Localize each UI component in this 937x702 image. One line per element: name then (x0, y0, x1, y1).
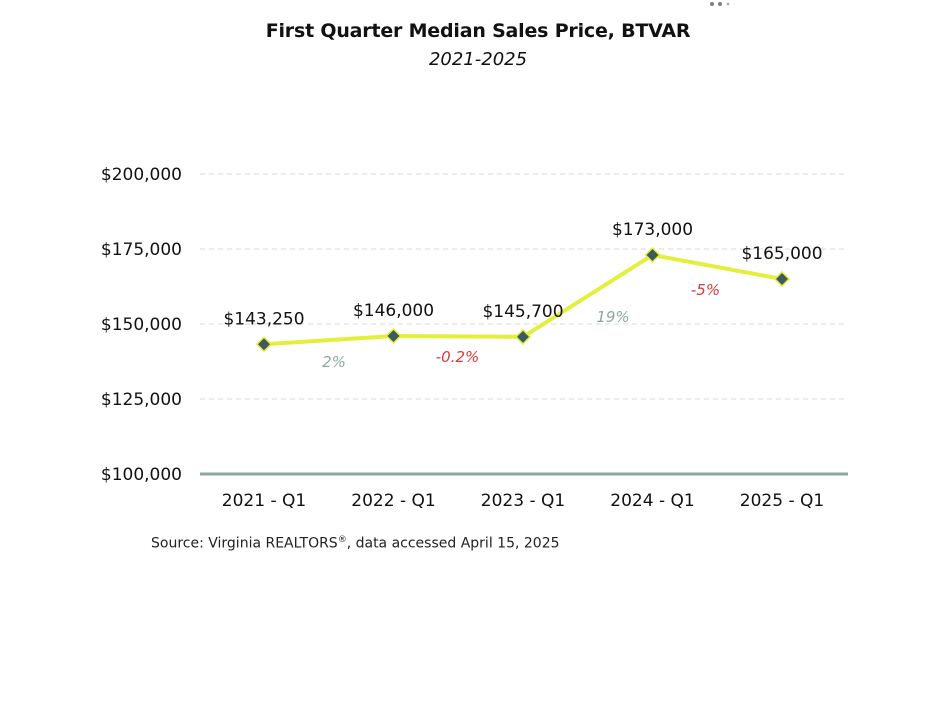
chart-title: First Quarter Median Sales Price, BTVAR (265, 20, 691, 42)
y-tick-label: $200,000 (101, 165, 182, 185)
data-point (385, 327, 402, 345)
more-options-icon[interactable] (708, 0, 738, 8)
data-label: $173,000 (612, 220, 693, 240)
x-tick-label: 2022 - Q1 (351, 491, 435, 511)
registered-mark: ® (337, 535, 347, 545)
y-tick-label: $125,000 (101, 390, 182, 410)
source-text: Source: Virginia REALTORS (151, 535, 338, 552)
x-tick-label: 2024 - Q1 (610, 491, 694, 511)
y-tick-label: $100,000 (101, 465, 182, 485)
change-label: -0.2% (436, 348, 480, 366)
source-note: Source: Virginia REALTORS®, data accesse… (151, 535, 560, 552)
x-tick-label: 2021 - Q1 (222, 491, 306, 511)
data-label: $143,250 (223, 309, 304, 329)
change-label: 2% (322, 353, 346, 371)
y-tick-label: $150,000 (101, 315, 182, 335)
data-label: $146,000 (353, 301, 434, 321)
chart-subtitle: 2021-2025 (428, 49, 528, 70)
y-tick-label: $175,000 (101, 240, 182, 260)
data-point (644, 246, 661, 264)
data-point (773, 270, 791, 288)
change-label: 19% (596, 308, 629, 326)
x-tick-label: 2025 - Q1 (740, 491, 824, 511)
change-label: -5% (691, 281, 720, 299)
source-suffix: , data accessed April 15, 2025 (346, 535, 560, 552)
data-point (255, 336, 273, 353)
data-point (514, 328, 532, 345)
data-label: $145,700 (482, 302, 563, 322)
x-tick-label: 2023 - Q1 (481, 491, 565, 511)
data-label: $165,000 (741, 244, 822, 264)
